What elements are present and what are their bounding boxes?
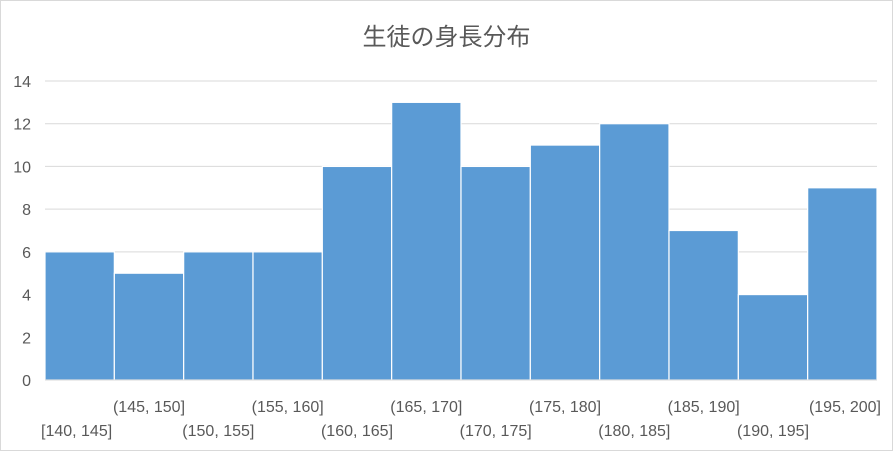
bar-10: [737, 293, 809, 381]
x-category-label: (195, 200]: [809, 399, 881, 416]
bar-7: [529, 144, 601, 381]
x-category-label: [140, 145]: [41, 423, 112, 440]
x-category-label: (180, 185]: [598, 423, 670, 440]
y-tick-label: 4: [22, 288, 31, 305]
bar-4: [321, 165, 393, 381]
x-category-label: (185, 190]: [668, 399, 740, 416]
y-tick-label: 14: [13, 74, 31, 91]
x-category-label: (175, 180]: [529, 399, 601, 416]
x-axis: [140, 145](145, 150] (150, 155] (155, 160]…: [41, 379, 881, 440]
chart-title: 生徒の身長分布: [362, 23, 531, 51]
x-category-label: (145, 150]: [113, 399, 185, 416]
bar-5: [391, 101, 462, 381]
x-category-label: (160, 165]: [321, 423, 393, 440]
x-category-label: (165, 170]: [390, 399, 462, 416]
y-tick-label: 10: [13, 159, 31, 176]
bar-1: [113, 272, 185, 381]
x-category-label: (190, 195]: [737, 423, 809, 440]
y-tick-label: 12: [13, 117, 31, 134]
x-category-label: (155, 160]: [252, 399, 324, 416]
bars: [44, 101, 878, 381]
y-tick-label: 2: [22, 330, 31, 347]
x-category-label: (150, 155]: [182, 423, 254, 440]
bar-8: [599, 123, 670, 381]
bar-9: [668, 229, 739, 381]
y-tick-label: 0: [22, 373, 31, 390]
bar-0: [44, 251, 115, 381]
x-category-label: (170, 175]: [460, 423, 532, 440]
y-tick-label: 8: [22, 202, 31, 219]
y-axis: 0 2 4 6 8 10 12 14: [13, 74, 31, 390]
bar-11: [807, 187, 878, 381]
y-tick-label: 6: [22, 245, 31, 262]
bar-2: [183, 251, 254, 381]
bar-3: [252, 251, 323, 381]
bar-6: [460, 165, 531, 381]
